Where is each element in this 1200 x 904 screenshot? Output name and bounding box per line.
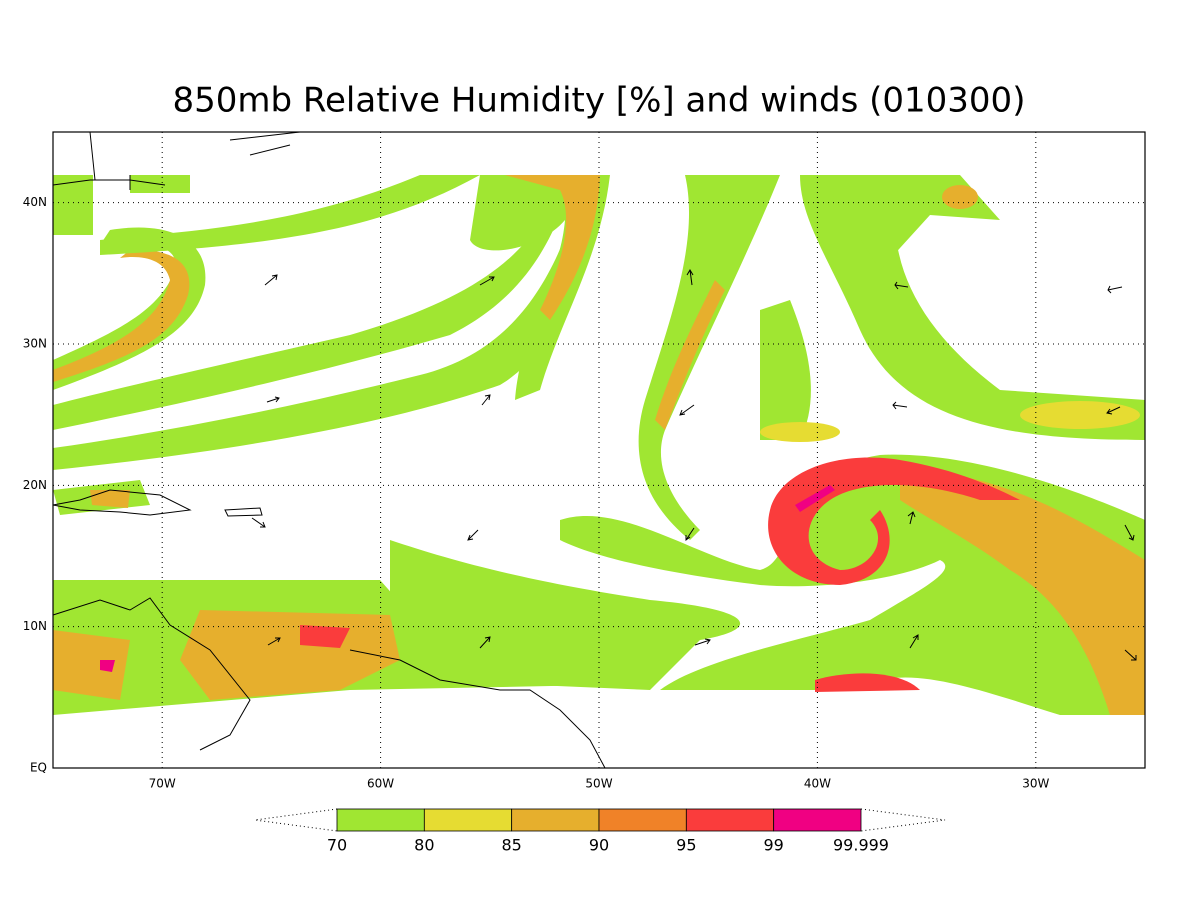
colorbar-label: 85 [501, 836, 521, 855]
lat-label: 40N [23, 195, 47, 209]
colorbar-label: 95 [676, 836, 696, 855]
colorbar-label: 99 [763, 836, 783, 855]
lon-label: 70W [149, 777, 176, 791]
colorbar-label: 80 [414, 836, 434, 855]
coastlines [52, 131, 606, 769]
colorbar: 70 80 85 90 95 99 99.999 [254, 808, 946, 855]
map-title: 850mb Relative Humidity [%] and winds (0… [173, 81, 1026, 121]
colorbar-swatch [685, 808, 775, 832]
colorbar-swatch [336, 808, 425, 832]
colorbar-label: 90 [589, 836, 609, 855]
lon-label: 50W [585, 777, 612, 791]
colorbar-swatch [511, 808, 600, 832]
lat-label: 10N [23, 619, 47, 633]
lon-label: 60W [367, 777, 394, 791]
humidity-field [53, 175, 1145, 715]
lat-label: 30N [23, 337, 47, 351]
wind-arrows [251, 269, 1137, 661]
lon-label: 40W [804, 777, 831, 791]
colorbar-swatch [598, 808, 687, 832]
colorbar-extend [254, 808, 946, 832]
lat-label: EQ [30, 761, 47, 775]
lon-label: 30W [1022, 777, 1049, 791]
colorbar-swatch [773, 808, 862, 832]
colorbar-label: 70 [327, 836, 347, 855]
map-frame [52, 131, 1146, 769]
colorbar-swatch [423, 808, 513, 832]
lat-label: 20N [23, 478, 47, 492]
colorbar-label: 99.999 [833, 836, 889, 855]
